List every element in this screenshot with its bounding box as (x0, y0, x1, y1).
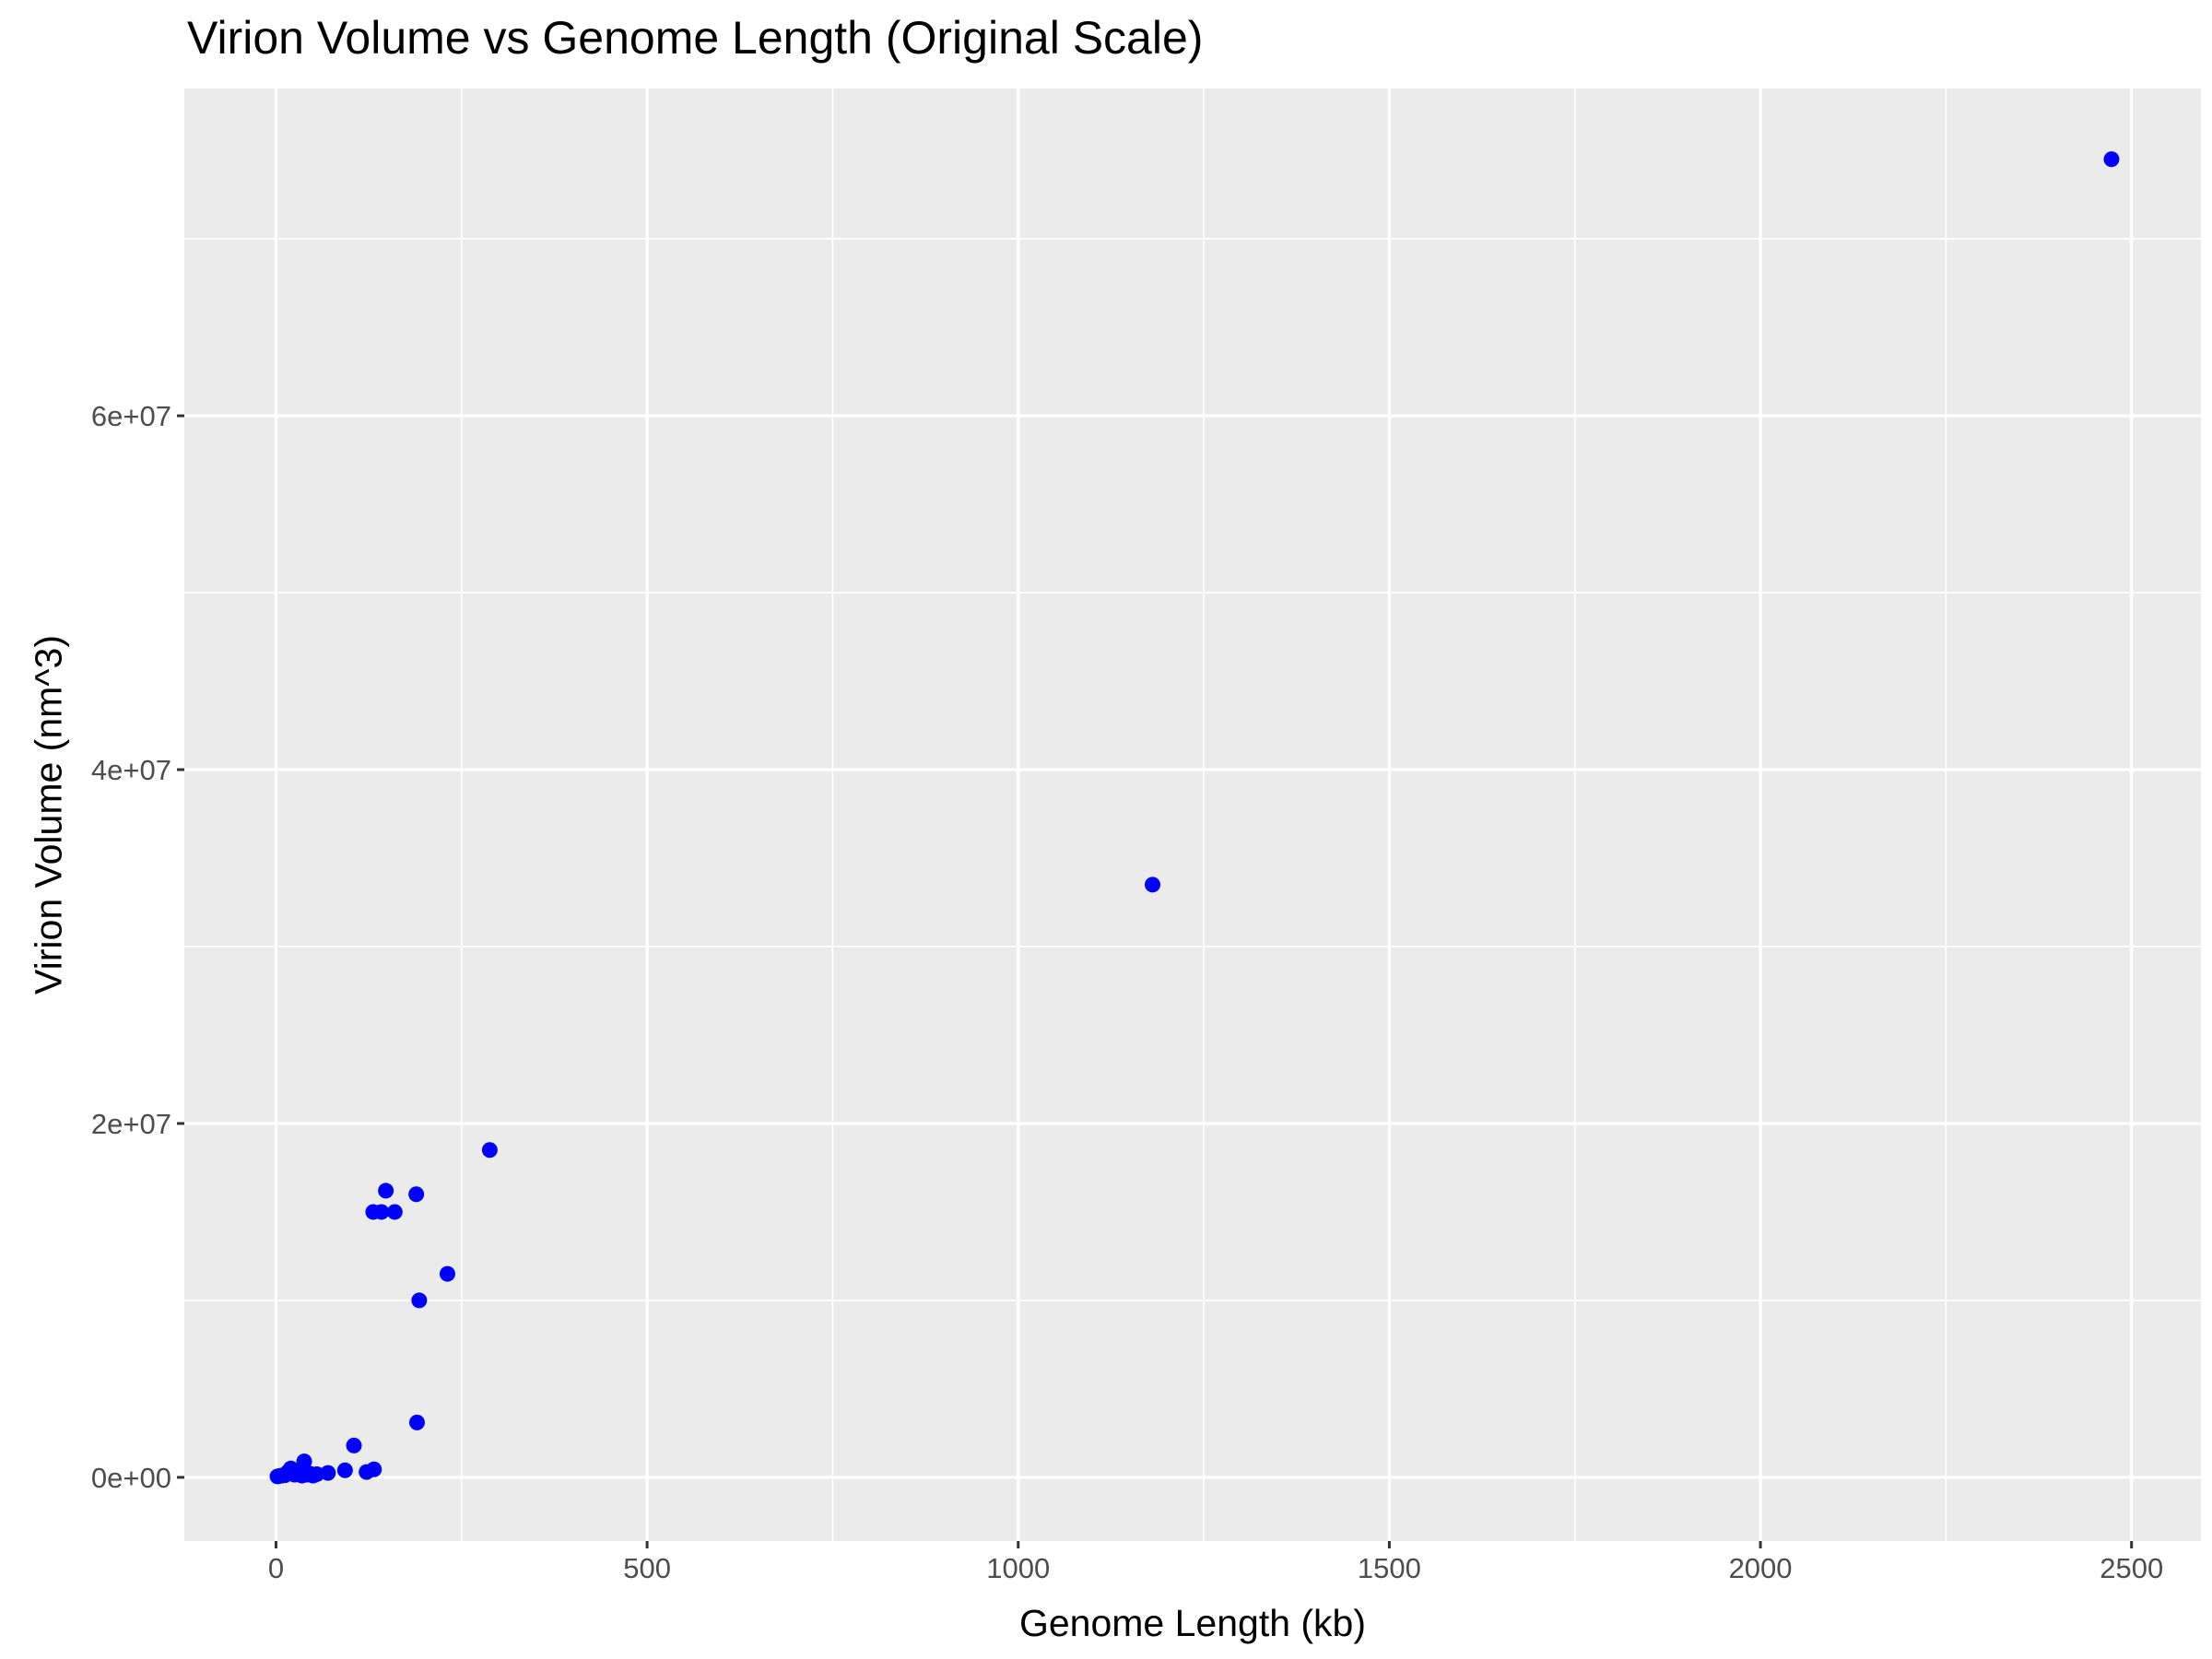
data-point (346, 1437, 362, 1453)
x-tick-label: 0 (268, 1552, 284, 1584)
y-tick-label: 4e+07 (91, 754, 171, 786)
plot-panel (184, 88, 2201, 1541)
data-points (269, 151, 2120, 1485)
data-point (373, 1204, 390, 1220)
data-point (296, 1453, 312, 1470)
major-grid (184, 88, 2201, 1541)
data-point (336, 1462, 353, 1478)
y-tick-label: 6e+07 (91, 400, 171, 432)
data-point (320, 1465, 336, 1481)
x-tick-label: 1500 (1358, 1552, 1421, 1584)
data-point (411, 1292, 428, 1309)
data-point (408, 1414, 425, 1430)
x-axis-title: Genome Length (kb) (1019, 1602, 1366, 1644)
y-axis-title: Virion Volume (nm^3) (27, 635, 69, 994)
data-point (439, 1265, 455, 1282)
x-tick-label: 500 (623, 1552, 671, 1584)
data-point (408, 1186, 425, 1203)
chart-title: Virion Volume vs Genome Length (Original… (187, 12, 1204, 64)
y-axis: 0e+00 2e+07 4e+07 6e+07 (91, 400, 184, 1494)
data-point (2103, 151, 2120, 168)
y-tick-label: 2e+07 (91, 1108, 171, 1140)
y-tick-label: 0e+00 (91, 1462, 171, 1494)
data-point (378, 1182, 394, 1199)
data-point (366, 1461, 382, 1477)
data-point (386, 1204, 403, 1220)
x-tick-label: 2000 (1729, 1552, 1793, 1584)
minor-grid (184, 88, 2201, 1541)
x-axis: 0 500 1000 1500 2000 2500 (268, 1541, 2163, 1584)
x-tick-label: 1000 (986, 1552, 1050, 1584)
x-tick-label: 2500 (2100, 1552, 2163, 1584)
data-point (481, 1142, 498, 1159)
data-point (1145, 877, 1161, 893)
